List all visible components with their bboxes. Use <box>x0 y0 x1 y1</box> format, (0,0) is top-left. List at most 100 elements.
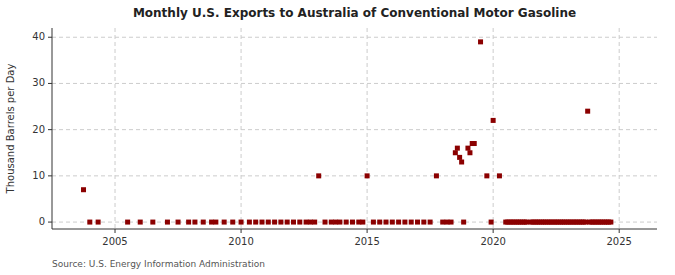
point <box>278 220 283 225</box>
point <box>222 220 227 225</box>
point <box>377 220 382 225</box>
point <box>186 220 191 225</box>
point <box>491 118 496 123</box>
grid-line-y <box>52 129 657 130</box>
x-tick-label: 2020 <box>480 236 505 247</box>
point <box>461 220 466 225</box>
point <box>434 173 439 178</box>
point <box>337 220 342 225</box>
point <box>344 220 349 225</box>
point <box>415 220 420 225</box>
point <box>489 220 494 225</box>
point <box>253 220 258 225</box>
point <box>390 220 395 225</box>
point <box>323 220 328 225</box>
point <box>459 160 464 165</box>
points <box>81 39 613 224</box>
y-axis-line <box>52 28 53 229</box>
point <box>266 220 271 225</box>
point <box>428 220 433 225</box>
source: Source: U.S. Energy Information Administ… <box>52 259 265 269</box>
grid-line-y <box>52 83 657 84</box>
point <box>350 220 355 225</box>
point <box>478 39 483 44</box>
point <box>239 220 244 225</box>
point <box>329 220 334 225</box>
x-tick <box>115 229 116 233</box>
point <box>247 220 252 225</box>
point <box>524 220 529 225</box>
point <box>384 220 389 225</box>
point <box>472 141 477 146</box>
y-axis-label: Thousand Barrels per Day <box>5 64 16 195</box>
point <box>465 146 470 151</box>
point <box>297 220 302 225</box>
y-tick <box>48 222 52 223</box>
point <box>371 220 376 225</box>
point <box>365 173 370 178</box>
grid-line-y <box>52 175 657 176</box>
point <box>291 220 296 225</box>
point <box>449 220 454 225</box>
point <box>209 220 214 225</box>
point <box>396 220 401 225</box>
point <box>484 173 489 178</box>
point <box>138 220 143 225</box>
grid-line-x <box>493 28 494 229</box>
point <box>176 220 181 225</box>
grid-line-x <box>241 28 242 229</box>
point <box>308 220 313 225</box>
point <box>304 220 309 225</box>
point <box>125 220 130 225</box>
y-tick-label: 10 <box>32 170 45 181</box>
chart: 0 10 20 30 40 2005 2010 2015 2020 2025 Monthly U.S… <box>0 0 675 275</box>
grid <box>52 28 657 229</box>
grid-line-x <box>619 28 620 229</box>
point <box>165 220 170 225</box>
y-tick-label: 20 <box>32 124 45 135</box>
x-tick-label: 2025 <box>606 236 631 247</box>
grid-line-y <box>52 37 657 38</box>
point <box>409 220 414 225</box>
point <box>96 220 101 225</box>
grid-line-x <box>115 28 116 229</box>
point <box>201 220 206 225</box>
x-tick-label: 2005 <box>102 236 127 247</box>
point <box>259 220 264 225</box>
point <box>453 150 458 155</box>
point <box>150 220 155 225</box>
point <box>333 220 338 225</box>
x-tick-label: 2015 <box>354 236 379 247</box>
grid-line-x <box>367 28 368 229</box>
point <box>402 220 407 225</box>
point <box>230 220 235 225</box>
x-axis-line <box>52 229 657 230</box>
y-tick-label: 40 <box>32 31 45 42</box>
x-tick <box>367 229 368 233</box>
point <box>585 109 590 114</box>
point <box>440 220 445 225</box>
point <box>192 220 197 225</box>
x-tick <box>619 229 620 233</box>
point <box>608 220 613 225</box>
point <box>272 220 277 225</box>
point <box>213 220 218 225</box>
x-tick <box>493 229 494 233</box>
point <box>360 220 365 225</box>
y-tick-label: 0 <box>39 216 45 227</box>
axes: 0 10 20 30 40 2005 2010 2015 2020 2025 <box>32 28 657 247</box>
point <box>455 146 460 151</box>
y-tick <box>48 83 52 84</box>
point <box>81 187 86 192</box>
point <box>285 220 290 225</box>
x-tick <box>241 229 242 233</box>
point <box>497 173 502 178</box>
title: Monthly U.S. Exports to Australia of Con… <box>133 6 576 20</box>
y-tick <box>48 175 52 176</box>
x-tick-label: 2010 <box>228 236 253 247</box>
point <box>87 220 92 225</box>
point <box>421 220 426 225</box>
point <box>467 150 472 155</box>
y-tick-label: 30 <box>32 77 45 88</box>
point <box>457 155 462 160</box>
